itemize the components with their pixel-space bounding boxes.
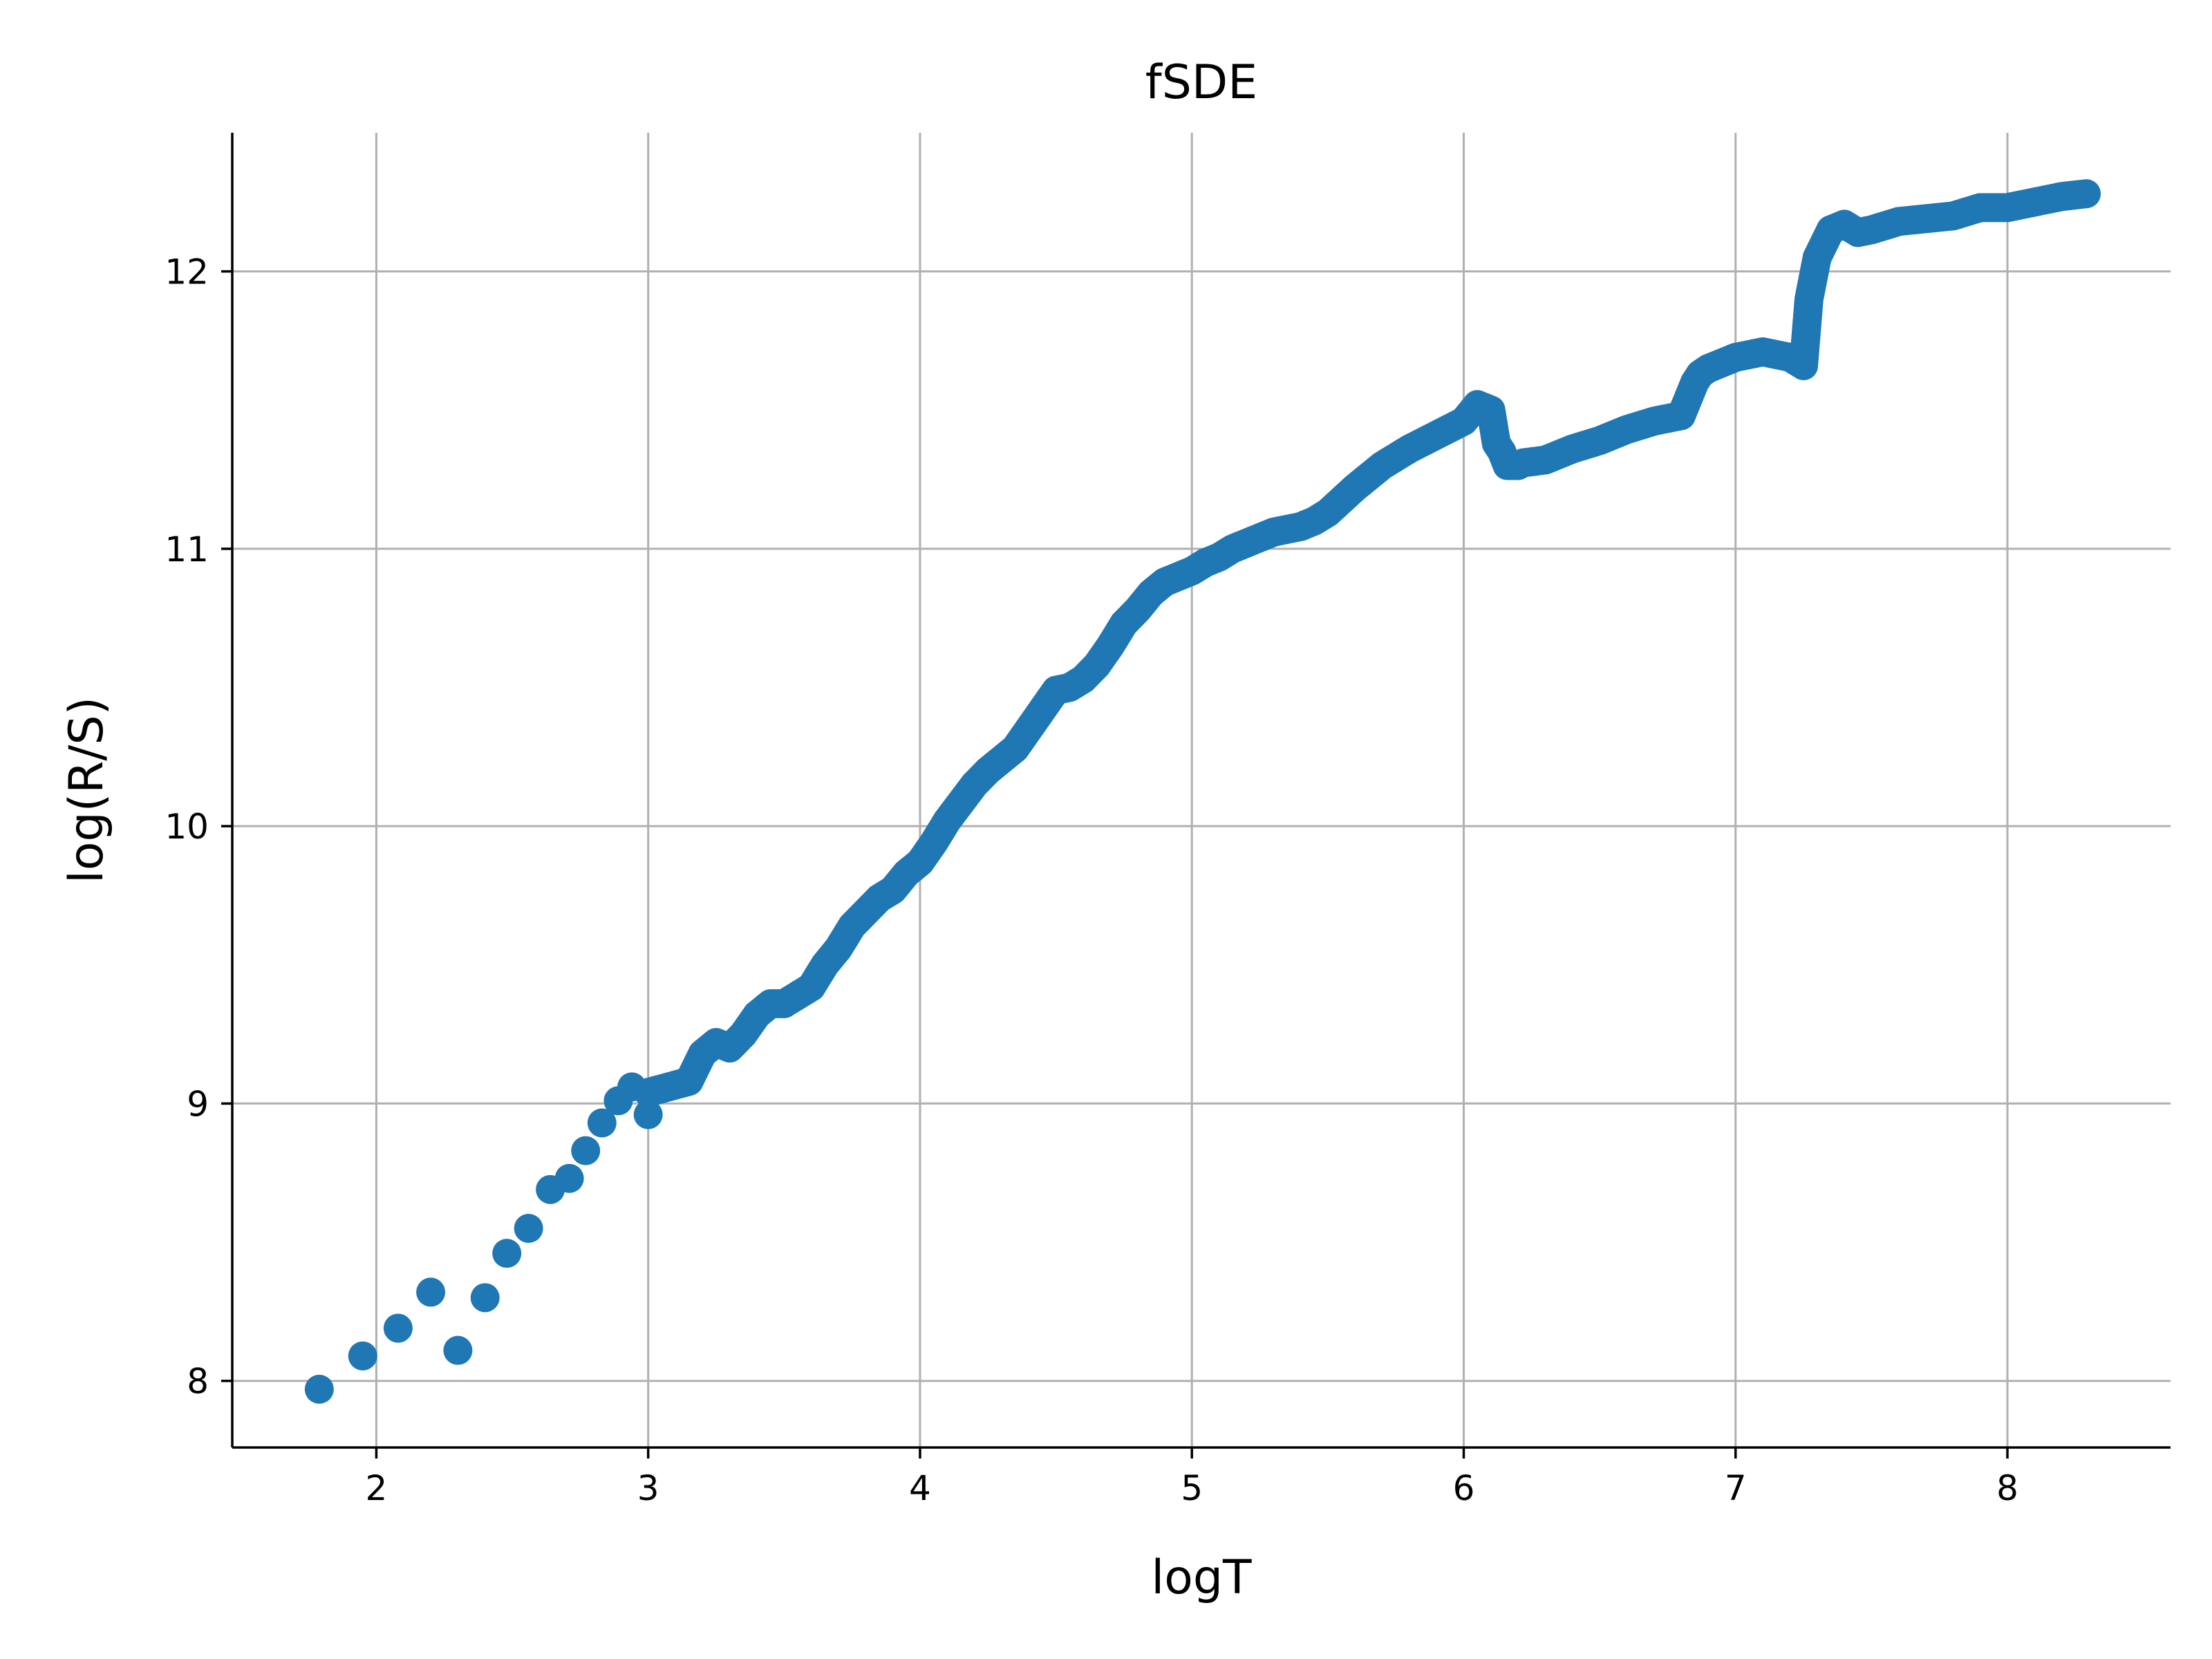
data-point — [348, 1341, 377, 1371]
y-tick-label: 10 — [165, 807, 209, 847]
x-axis-label: logT — [1151, 1550, 1252, 1605]
chart-title: fSDE — [1145, 55, 1257, 110]
axes — [231, 133, 2171, 1449]
y-tick-label: 12 — [165, 252, 209, 292]
x-tick-label: 4 — [909, 1468, 931, 1508]
data-point — [470, 1283, 500, 1313]
x-tick-label: 5 — [1181, 1468, 1203, 1508]
data-point — [383, 1313, 413, 1343]
y-axis-label: log(R/S) — [59, 697, 114, 883]
data-point — [416, 1277, 446, 1307]
ticks: 2 3 4 5 6 7 8 8 9 10 11 12 — [165, 252, 2018, 1508]
data-point — [304, 1374, 334, 1404]
data-point — [633, 1100, 663, 1130]
y-tick-label: 9 — [187, 1084, 209, 1124]
y-tick-label: 11 — [165, 529, 209, 570]
x-tick-label: 7 — [1725, 1468, 1747, 1508]
data-point — [514, 1214, 543, 1243]
data-point — [571, 1136, 601, 1165]
x-tick-label: 2 — [366, 1468, 388, 1508]
data-point — [492, 1239, 522, 1268]
data-point — [443, 1335, 473, 1365]
x-tick-label: 3 — [637, 1468, 659, 1508]
x-tick-label: 8 — [1996, 1468, 2018, 1508]
grid — [232, 133, 2171, 1447]
data-point — [2072, 179, 2101, 209]
data-series — [304, 179, 2101, 1404]
data-point — [554, 1163, 584, 1193]
y-tick-label: 8 — [187, 1362, 209, 1402]
x-tick-label: 6 — [1453, 1468, 1475, 1508]
data-point — [587, 1108, 617, 1138]
